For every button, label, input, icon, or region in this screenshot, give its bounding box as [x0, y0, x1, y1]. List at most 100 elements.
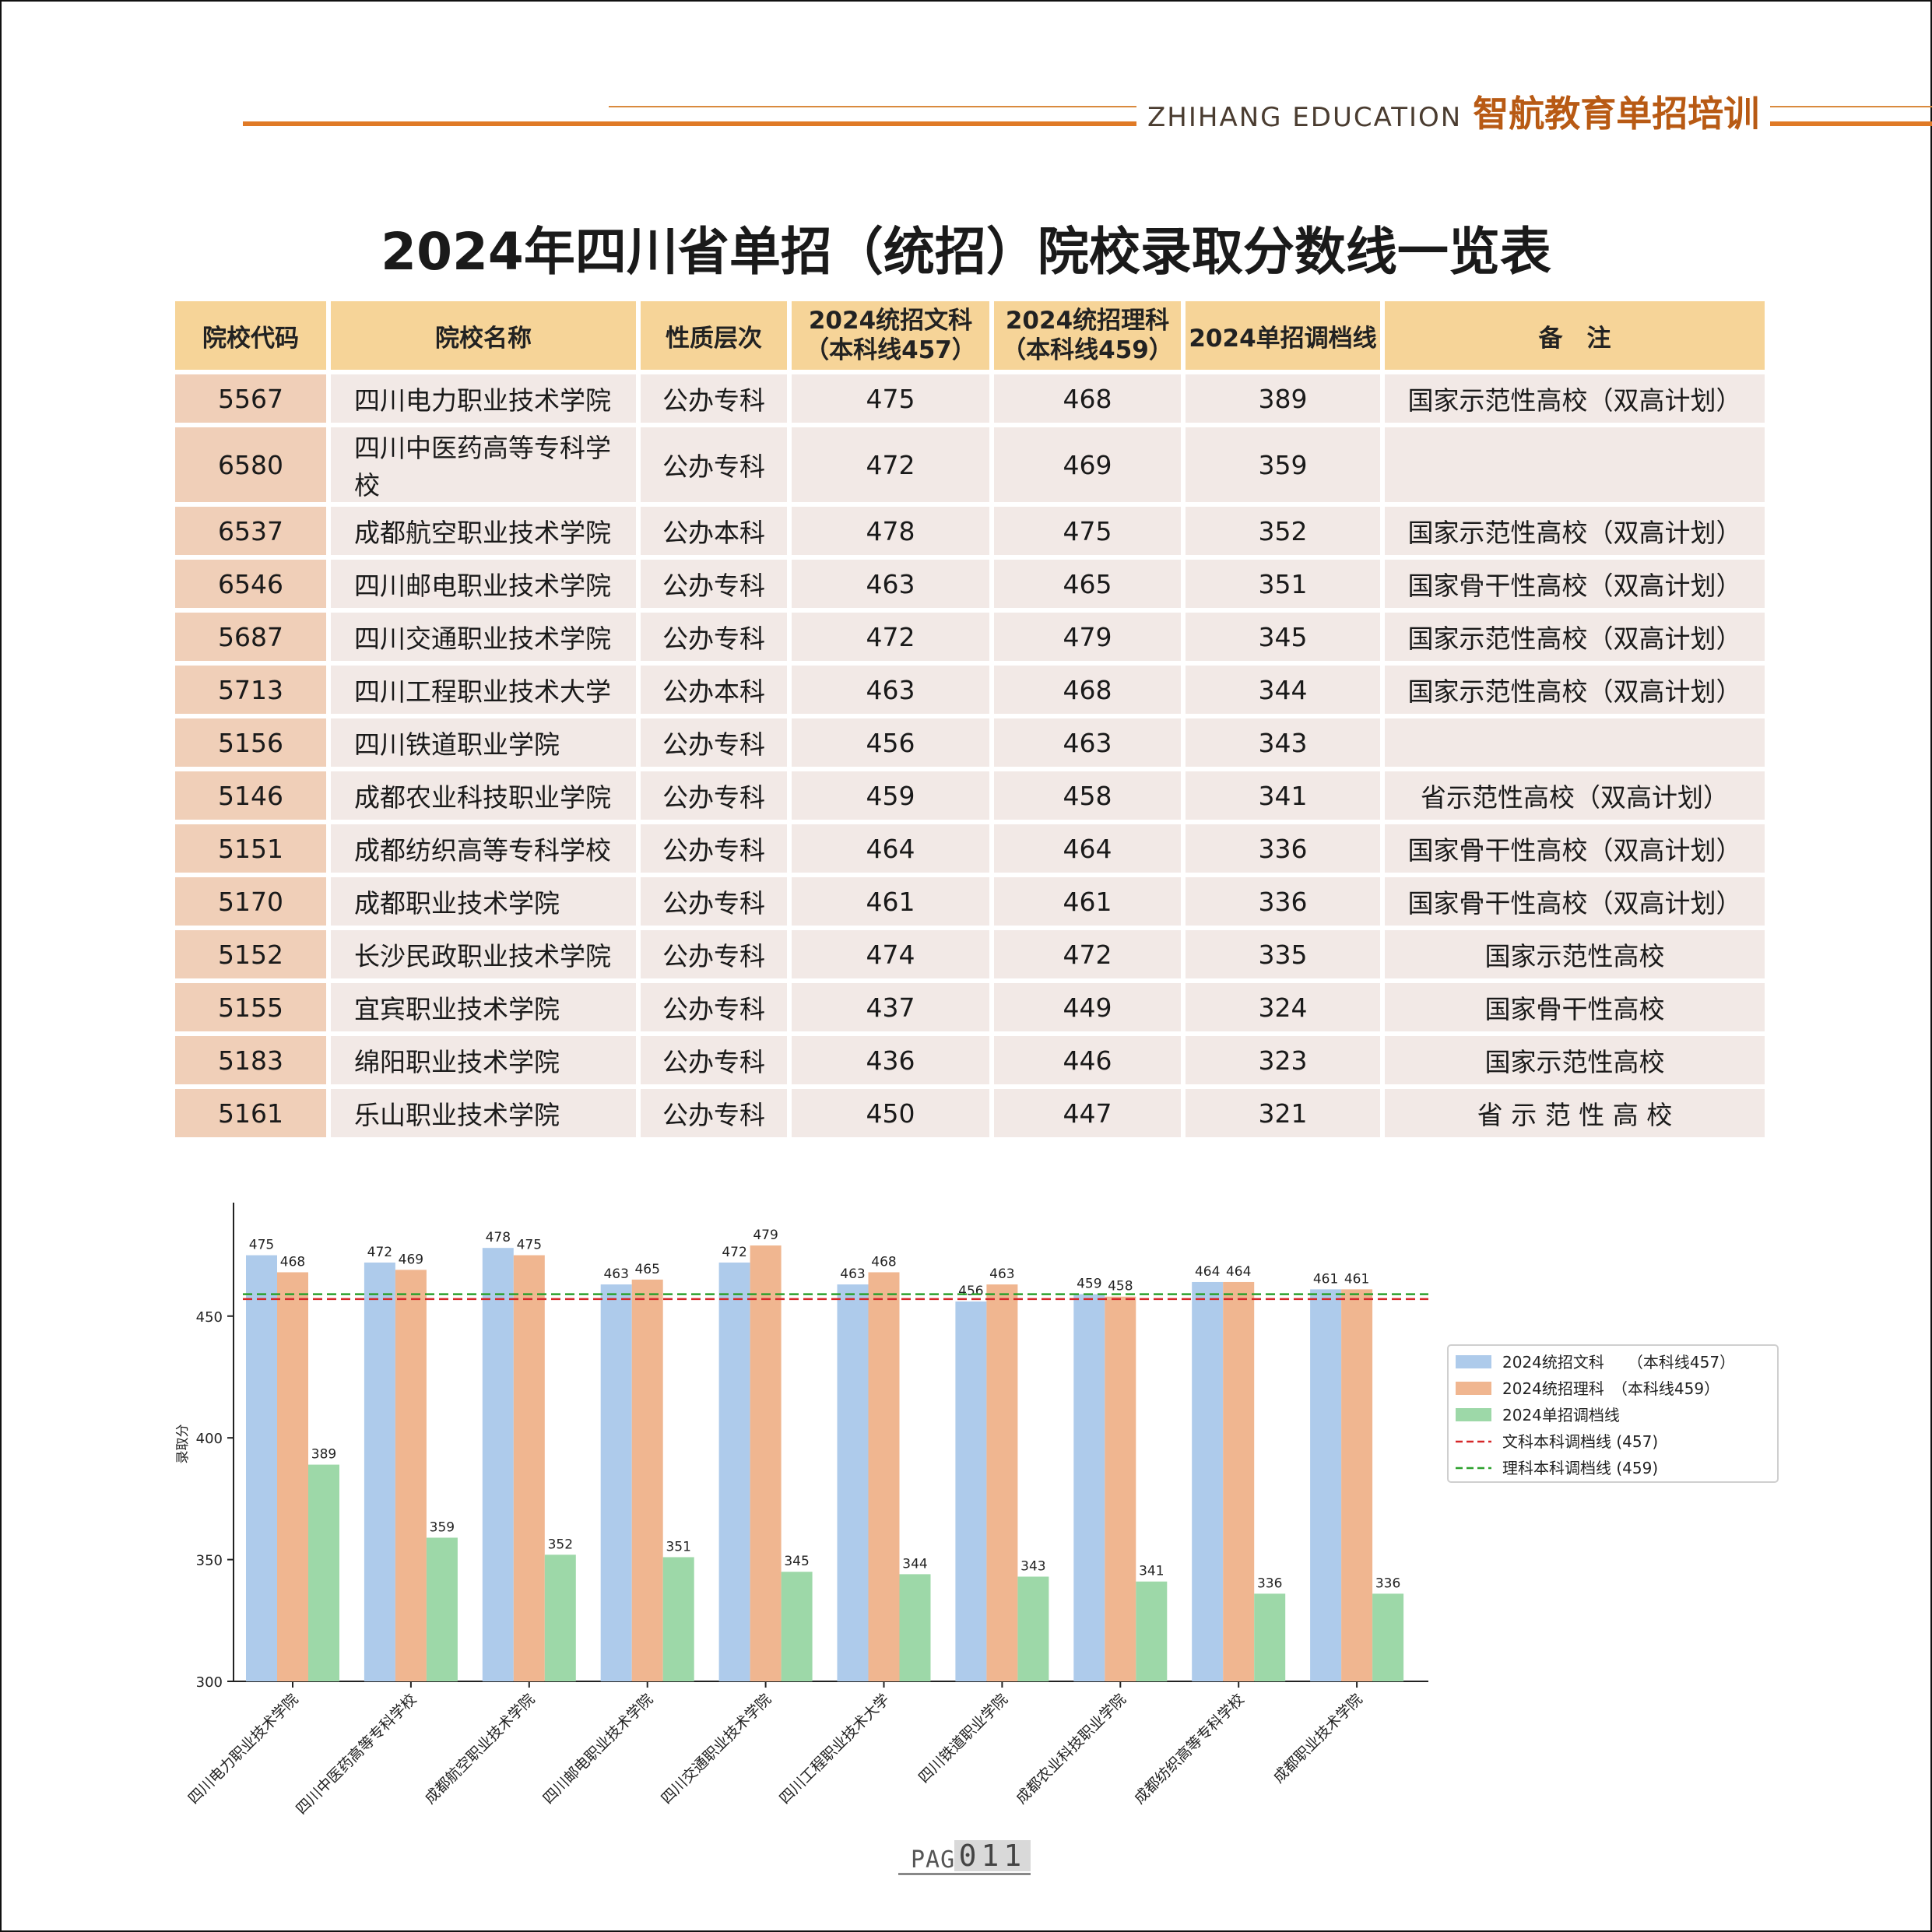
bar — [837, 1284, 869, 1681]
cell-name: 成都航空职业技术学院 — [331, 507, 636, 555]
cell-wen: 459 — [792, 771, 989, 820]
bar — [1341, 1289, 1373, 1681]
cell-dan: 352 — [1186, 507, 1380, 555]
page-title: 2024年四川省单招（统招）院校录取分数线一览表 — [381, 222, 1551, 282]
cell-note: 国家示范性高校（双高计划） — [1385, 507, 1765, 555]
data-label: 478 — [486, 1230, 511, 1245]
col-header-type: 性质层次 — [641, 301, 787, 370]
bar — [1105, 1296, 1136, 1681]
data-label: 461 — [1313, 1271, 1338, 1287]
data-label: 472 — [367, 1245, 392, 1260]
data-label: 463 — [989, 1266, 1014, 1282]
x-tick-label: 成都航空职业技术学院 — [421, 1691, 538, 1807]
bar — [364, 1262, 395, 1681]
data-label: 344 — [902, 1556, 927, 1572]
cell-code: 5161 — [175, 1089, 326, 1137]
cell-wen: 474 — [792, 930, 989, 978]
x-tick-label: 四川电力职业技术学院 — [185, 1691, 302, 1807]
legend-label: 2024统招理科 （本科线459） — [1502, 1379, 1719, 1398]
y-axis-label: 录取分 — [175, 1424, 191, 1464]
data-label: 463 — [840, 1266, 865, 1282]
table-row: 6546 四川邮电职业技术学院 公办专科 463 465 351 国家骨干性高校（双高计划） — [175, 560, 1765, 608]
cell-dan: 345 — [1186, 613, 1380, 661]
cell-type: 公办专科 — [641, 930, 787, 978]
cell-note — [1385, 427, 1765, 502]
cell-name: 宜宾职业技术学院 — [331, 983, 636, 1031]
data-label: 345 — [784, 1554, 809, 1569]
bar — [718, 1262, 750, 1681]
y-tick-label: 400 — [196, 1431, 223, 1447]
cell-li: 449 — [994, 983, 1181, 1031]
table-row: 5687 四川交通职业技术学院 公办专科 472 479 345 国家示范性高校（双高计划） — [175, 613, 1765, 661]
col-header-wen-line2: （本科线457） — [805, 336, 976, 364]
table-row: 5161 乐山职业技术学院 公办专科 450 447 321 省 示 范 性 高 校 — [175, 1089, 1765, 1137]
bar — [395, 1270, 427, 1681]
cell-note: 省示范性高校（双高计划） — [1385, 771, 1765, 820]
page-underline — [898, 1873, 1031, 1875]
data-label: 336 — [1257, 1575, 1282, 1591]
data-label: 341 — [1139, 1564, 1164, 1579]
data-label: 343 — [1020, 1558, 1045, 1574]
cell-li: 447 — [994, 1089, 1181, 1137]
cell-type: 公办专科 — [641, 613, 787, 661]
cell-name: 长沙民政职业技术学院 — [331, 930, 636, 978]
header-rule-thick — [243, 121, 1932, 126]
legend-label: 2024单招调档线 — [1502, 1406, 1620, 1424]
cell-type: 公办专科 — [641, 877, 787, 926]
x-tick-label: 成都纺织高等专科学校 — [1131, 1691, 1248, 1807]
cell-type: 公办专科 — [641, 771, 787, 820]
cell-code: 5156 — [175, 718, 326, 767]
cell-type: 公办专科 — [641, 824, 787, 873]
cell-wen: 464 — [792, 824, 989, 873]
x-tick-label: 四川交通职业技术学院 — [658, 1691, 775, 1807]
cell-wen: 456 — [792, 718, 989, 767]
table-row: 5156 四川铁道职业学院 公办专科 456 463 343 — [175, 718, 1765, 767]
cell-wen: 436 — [792, 1036, 989, 1084]
cell-type: 公办专科 — [641, 718, 787, 767]
data-label: 468 — [871, 1254, 896, 1270]
bar — [1254, 1593, 1286, 1681]
bar — [482, 1248, 514, 1681]
data-label: 479 — [753, 1228, 778, 1243]
cell-code: 5155 — [175, 983, 326, 1031]
legend-swatch — [1456, 1408, 1491, 1421]
cell-note: 国家骨干性高校（双高计划） — [1385, 824, 1765, 873]
bar — [955, 1301, 987, 1681]
cell-dan: 324 — [1186, 983, 1380, 1031]
cell-wen: 463 — [792, 560, 989, 608]
cell-note: 国家骨干性高校（双高计划） — [1385, 877, 1765, 926]
x-tick-label: 四川中医药高等专科学校 — [293, 1691, 420, 1818]
bar — [246, 1255, 277, 1681]
cell-type: 公办专科 — [641, 983, 787, 1031]
table-row: 5183 绵阳职业技术学院 公办专科 436 446 323 国家示范性高校 — [175, 1036, 1765, 1084]
table-row: 5146 成都农业科技职业学院 公办专科 459 458 341 省示范性高校（双高计划） — [175, 771, 1765, 820]
cell-dan: 341 — [1186, 771, 1380, 820]
data-label: 336 — [1375, 1575, 1400, 1591]
data-label: 459 — [1077, 1277, 1101, 1292]
bar — [1310, 1289, 1342, 1681]
bar — [662, 1557, 694, 1681]
cell-wen: 478 — [792, 507, 989, 555]
data-label: 352 — [548, 1537, 573, 1552]
cell-wen: 475 — [792, 374, 989, 423]
x-tick-label: 四川邮电职业技术学院 — [539, 1691, 656, 1807]
data-label: 456 — [958, 1284, 983, 1299]
score-bar-chart: 300 350 400 450 录取分 475 468 389 四川电力职业技术学院 472 469… — [175, 1203, 1779, 1818]
data-label: 464 — [1195, 1264, 1220, 1280]
cell-note: 国家示范性高校（双高计划） — [1385, 613, 1765, 661]
cell-li: 469 — [994, 427, 1181, 502]
cell-name: 四川工程职业技术大学 — [331, 666, 636, 714]
bar — [426, 1537, 458, 1681]
cell-name: 四川铁道职业学院 — [331, 718, 636, 767]
cell-type: 公办专科 — [641, 374, 787, 423]
cell-type: 公办专科 — [641, 1089, 787, 1137]
cell-li: 465 — [994, 560, 1181, 608]
cell-name: 成都农业科技职业学院 — [331, 771, 636, 820]
cell-note — [1385, 718, 1765, 767]
cell-note: 国家示范性高校 — [1385, 930, 1765, 978]
cell-name: 四川中医药高等专科学校 — [331, 427, 636, 502]
bar — [308, 1464, 339, 1681]
cell-type: 公办专科 — [641, 1036, 787, 1084]
col-header-li-line1: 2024统招理科 — [1005, 307, 1170, 335]
bar — [1136, 1581, 1168, 1681]
